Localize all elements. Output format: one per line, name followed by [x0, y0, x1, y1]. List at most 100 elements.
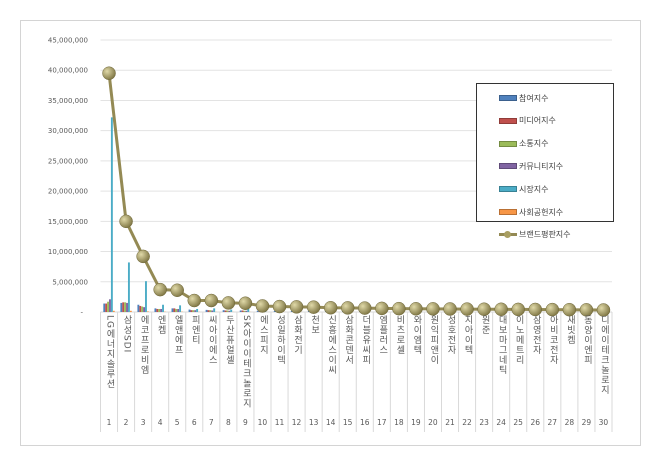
bar-참여지수	[256, 310, 259, 312]
bar-미디어지수	[105, 303, 108, 312]
line-marker	[170, 283, 184, 297]
legend-swatch	[499, 230, 517, 238]
x-tick-number: 27	[547, 418, 558, 427]
x-tick-label: 삼성SDI	[121, 315, 132, 354]
x-tick-label: 아비코전자	[547, 315, 558, 365]
x-tick-label: 이노메트리	[513, 315, 524, 365]
bar-소통지수	[175, 308, 178, 312]
bar-시장지수	[179, 305, 182, 312]
bar-커뮤니티지수	[126, 302, 128, 312]
bar-참여지수	[137, 304, 140, 312]
y-tick-label: 25,000,000	[48, 157, 88, 165]
legend-label: 커뮤니티지수	[519, 161, 564, 171]
x-tick-number: 13	[308, 418, 319, 427]
x-tick-label: 와이엠텍	[411, 315, 422, 355]
x-tick-number: 18	[394, 418, 404, 427]
bar-사회공헌지수	[112, 310, 115, 312]
x-tick-number: 24	[496, 418, 506, 427]
x-tick-number: 3	[140, 418, 146, 427]
x-tick-label: 원준	[479, 315, 490, 335]
bar-커뮤니티지수	[160, 308, 163, 312]
line-marker	[528, 302, 543, 317]
bar-참여지수	[205, 309, 208, 312]
bar-소통지수	[226, 310, 229, 312]
x-tick-label: 비츠로셀	[394, 315, 405, 355]
bar-시장지수	[196, 308, 199, 312]
bar-미디어지수	[139, 305, 142, 312]
x-tick-label: 성일하이텍	[275, 315, 285, 365]
bar-시장지수	[247, 308, 250, 312]
x-tick-number: 9	[243, 418, 248, 427]
bar-미디어지수	[241, 310, 244, 312]
legend-item: 소통지수	[499, 137, 548, 151]
x-tick-number: 5	[174, 418, 180, 427]
line-marker	[375, 301, 389, 316]
line-marker	[426, 302, 440, 316]
line-marker	[238, 296, 253, 310]
line-marker	[460, 302, 474, 316]
bar-참여지수	[188, 309, 191, 312]
bar-시장지수	[213, 308, 216, 312]
legend-label: 참여지수	[519, 93, 549, 103]
x-tick-label: 씨아이에스	[206, 315, 217, 365]
x-tick-label: 신흥에스이씨	[326, 315, 337, 375]
x-tick-number: 19	[411, 418, 421, 427]
bar-미디어지수	[173, 308, 176, 312]
legend-item: 커뮤니티지수	[499, 159, 563, 173]
x-tick-label: 지아이텍	[462, 315, 473, 355]
bar-시장지수	[162, 304, 164, 312]
legend-label: 브랜드평판지수	[519, 230, 571, 240]
x-tick-number: 25	[513, 418, 523, 427]
line-marker	[323, 301, 338, 315]
legend-swatch	[499, 117, 517, 124]
bar-참여지수	[273, 310, 276, 312]
bar-미디어지수	[207, 310, 210, 312]
line-marker	[562, 302, 577, 317]
x-tick-number: 8	[225, 418, 231, 427]
bar-참여지수	[222, 310, 225, 312]
line-marker	[221, 296, 236, 310]
bar-시장지수	[127, 262, 130, 312]
bar-커뮤니티지수	[228, 310, 231, 312]
legend-swatch	[499, 209, 517, 215]
x-tick-number: 26	[530, 418, 541, 427]
line-marker	[409, 302, 423, 316]
x-tick-number: 11	[274, 418, 285, 427]
x-tick-label: 에코프로비엠	[138, 315, 149, 375]
x-tick-label: 대보마그네틱	[496, 315, 507, 375]
x-tick-label: LG에너지솔루션	[104, 315, 115, 389]
line-marker	[289, 300, 304, 314]
line-marker	[545, 302, 560, 317]
x-tick-number: 14	[325, 418, 336, 427]
line-marker	[477, 302, 491, 316]
x-tick-label: 두산퓨얼셀	[223, 315, 234, 365]
legend-label: 사회공헌지수	[519, 207, 564, 217]
legend-item: 브랜드평판지수	[499, 228, 571, 242]
line-marker	[392, 301, 406, 316]
x-tick-number: 4	[157, 418, 163, 427]
y-tick-label: -	[80, 309, 83, 317]
bar-미디어지수	[190, 310, 193, 312]
line-marker	[153, 282, 167, 297]
bar-시장지수	[110, 117, 113, 312]
legend-label: 미디어지수	[519, 116, 556, 126]
x-tick-label: 성호전자	[445, 315, 456, 355]
legend-swatch	[499, 95, 517, 101]
x-tick-label: 엔켐	[155, 315, 166, 335]
y-tick-label: 5,000,000	[52, 278, 88, 286]
x-tick-label: 삼화전기	[292, 315, 303, 355]
bar-미디어지수	[224, 310, 227, 312]
bar-소통지수	[209, 310, 212, 312]
legend-item: 시장지수	[499, 182, 548, 196]
bar-커뮤니티지수	[211, 310, 214, 312]
line-marker	[306, 300, 321, 314]
x-tick-number: 23	[479, 418, 489, 427]
bar-미디어지수	[156, 308, 159, 312]
x-tick-label: 에스피지	[257, 315, 268, 355]
x-tick-label: 엠플러스	[377, 315, 388, 355]
x-tick-number: 28	[564, 418, 575, 427]
x-tick-number: 20	[428, 418, 438, 427]
bar-사회공헌지수	[146, 311, 149, 312]
